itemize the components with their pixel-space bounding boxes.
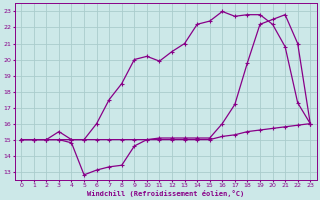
- X-axis label: Windchill (Refroidissement éolien,°C): Windchill (Refroidissement éolien,°C): [87, 190, 244, 197]
